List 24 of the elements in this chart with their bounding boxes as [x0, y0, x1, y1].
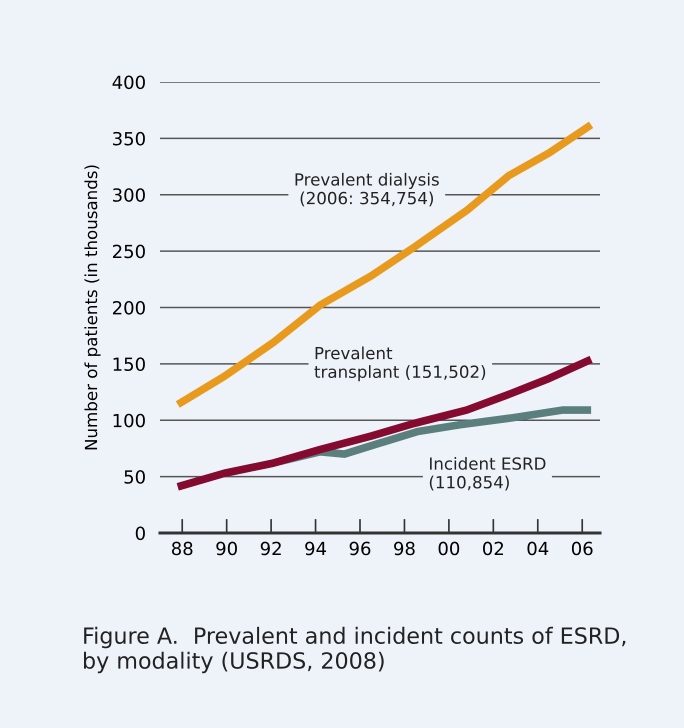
x-tick-label: 98 — [394, 542, 415, 556]
y-tick-label: 150 — [114, 357, 145, 371]
x-tick-label: 92 — [260, 542, 281, 556]
x-tick-label: 02 — [483, 542, 504, 556]
series-label: Prevalent dialysis (2006: 354,754) — [296, 172, 439, 206]
y-axis-title: Number of patients (in thousands) — [84, 165, 101, 450]
x-tick-label: 06 — [572, 542, 593, 556]
x-tick-label: 04 — [527, 542, 548, 556]
y-tick-label: 300 — [113, 188, 145, 202]
y-tick-label: 100 — [114, 414, 145, 428]
series-label: Incident ESRD (110,854) — [430, 456, 546, 490]
y-tick-label: 250 — [112, 244, 145, 258]
y-tick-label: 200 — [112, 300, 145, 315]
x-tick-label: 94 — [305, 542, 326, 556]
x-tick-label: 00 — [438, 542, 460, 556]
y-tick-label: 0 — [136, 526, 145, 540]
series-label: Prevalent transplant (151,502) — [314, 346, 486, 382]
x-tick-label: 88 — [172, 542, 192, 556]
text: Figure A. Prevalent and incident counts of ESRD, by modality (USRDS, 2008) — [84, 626, 626, 674]
y-tick-label: 350 — [113, 132, 145, 146]
y-tick-label: 400 — [112, 75, 145, 90]
x-tick-label: 90 — [216, 542, 237, 556]
x-tick-label: 96 — [350, 542, 370, 556]
y-tick-label: 50 — [124, 470, 145, 484]
